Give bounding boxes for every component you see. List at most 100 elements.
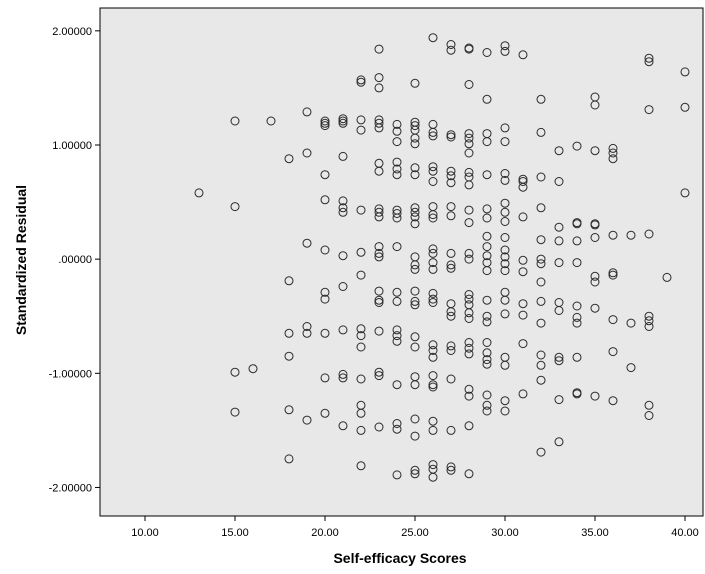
- data-point: [338, 114, 348, 124]
- data-point: [446, 178, 456, 188]
- data-point: [338, 282, 348, 291]
- data-point: [554, 222, 564, 232]
- data-point: [428, 380, 438, 390]
- data-point: [590, 391, 600, 401]
- data-point: [464, 349, 474, 359]
- data-point: [428, 177, 438, 186]
- data-point: [374, 212, 384, 222]
- data-point: [356, 247, 366, 257]
- data-point: [590, 303, 600, 313]
- data-point: [482, 348, 492, 358]
- data-point: [338, 151, 348, 161]
- data-point: [428, 340, 438, 350]
- data-point: [320, 121, 330, 131]
- data-point: [392, 287, 402, 297]
- data-point: [536, 296, 546, 306]
- data-point: [572, 389, 582, 399]
- x-axis: 10.00 15.00 20.00 25.00 30.00 35.00 40.00: [131, 516, 699, 539]
- data-point: [500, 360, 510, 370]
- data-point: [536, 447, 546, 457]
- data-point: [410, 170, 420, 180]
- data-point: [392, 126, 402, 136]
- data-point: [572, 312, 582, 322]
- data-point: [356, 77, 366, 87]
- data-point: [572, 258, 582, 268]
- data-point: [464, 80, 474, 89]
- data-point: [302, 238, 312, 248]
- data-point: [536, 254, 546, 264]
- data-point: [500, 266, 510, 276]
- data-point: [230, 367, 240, 377]
- data-point: [608, 148, 618, 158]
- data-point: [536, 203, 546, 213]
- data-point: [482, 137, 492, 147]
- data-point: [410, 219, 420, 229]
- data-point: [392, 336, 402, 346]
- data-points: [194, 33, 690, 482]
- data-point: [500, 406, 510, 416]
- data-point: [428, 213, 438, 223]
- data-point: [302, 148, 312, 158]
- y-tick-label: 2.00000: [52, 26, 92, 38]
- data-point: [392, 137, 402, 147]
- data-point: [374, 123, 384, 133]
- data-point: [500, 46, 510, 56]
- data-point: [482, 48, 492, 57]
- data-point: [500, 198, 510, 208]
- data-point: [374, 371, 384, 381]
- data-point: [572, 352, 582, 362]
- data-point: [572, 236, 582, 246]
- data-point: [356, 331, 366, 341]
- data-point: [428, 294, 438, 304]
- data-point: [626, 318, 636, 328]
- data-point: [392, 242, 402, 252]
- data-point: [536, 360, 546, 370]
- data-point: [356, 115, 366, 125]
- data-point: [590, 100, 600, 110]
- data-point: [320, 328, 330, 338]
- data-point: [626, 230, 636, 240]
- y-tick-label: 1.00000: [52, 140, 92, 152]
- data-point: [410, 212, 420, 222]
- data-point: [554, 356, 564, 366]
- data-point: [644, 53, 654, 63]
- data-point: [446, 425, 456, 435]
- data-point: [518, 310, 528, 320]
- data-point: [248, 364, 258, 374]
- data-point: [446, 45, 456, 55]
- data-point: [446, 132, 456, 142]
- data-point: [626, 363, 636, 373]
- data-point: [356, 461, 366, 471]
- data-point: [266, 116, 276, 126]
- data-point: [428, 460, 438, 470]
- data-point: [392, 157, 402, 167]
- data-point: [644, 316, 654, 326]
- data-point: [410, 332, 420, 342]
- data-point: [302, 107, 312, 117]
- data-point: [536, 259, 546, 269]
- data-point: [410, 203, 420, 213]
- data-point: [482, 359, 492, 369]
- data-point: [230, 202, 240, 212]
- data-point: [428, 258, 438, 268]
- data-point: [230, 407, 240, 417]
- data-point: [572, 219, 582, 229]
- data-point: [662, 272, 672, 282]
- data-point: [536, 127, 546, 137]
- data-point: [410, 286, 420, 296]
- data-point: [536, 318, 546, 328]
- data-point: [500, 137, 510, 147]
- data-point: [680, 188, 690, 198]
- data-point: [518, 299, 528, 309]
- data-point: [338, 251, 348, 261]
- data-point: [446, 211, 456, 221]
- data-point: [464, 148, 474, 158]
- data-point: [554, 258, 564, 268]
- data-point: [446, 166, 456, 176]
- data-point: [356, 425, 366, 435]
- data-point: [608, 143, 618, 153]
- data-point: [482, 170, 492, 180]
- y-tick-label: -1.00000: [49, 368, 92, 380]
- data-point: [482, 406, 492, 416]
- data-point: [428, 288, 438, 298]
